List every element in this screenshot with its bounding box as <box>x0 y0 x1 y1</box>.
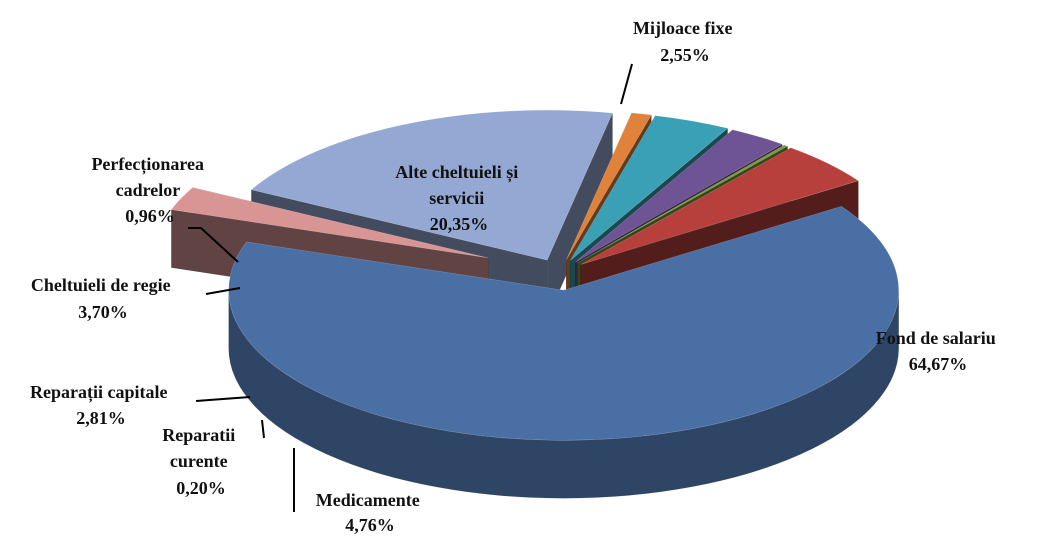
slice-mijloace-fixe-top <box>170 187 489 259</box>
label-mijloace: Mijloace fixe 2,55% <box>633 18 737 65</box>
label-medic: Medicamente 4,76% <box>316 490 424 535</box>
leader-perf <box>188 227 239 263</box>
label-capitale-name: Reparații capitale <box>30 382 167 403</box>
label-alte-name-2: servicii <box>429 188 484 208</box>
label-curente-name: Reparatii <box>162 425 235 445</box>
label-mijloace-value: 2,55% <box>660 45 710 65</box>
label-medic-value: 4,76% <box>345 515 395 535</box>
slice-medicamente-top <box>580 147 860 265</box>
slice-repara-ii-capitale-top <box>575 129 783 263</box>
slice-cheltuieli-de-regie-top <box>569 115 729 261</box>
slice-fond-de-salariu-top <box>228 206 899 441</box>
label-medic-name: Medicamente <box>316 490 420 510</box>
label-fond-value: 64,67% <box>909 354 968 374</box>
label-alte: Alte cheltuieli și servicii 20,35% <box>395 162 522 234</box>
label-alte-name: Alte cheltuieli și <box>395 162 518 183</box>
label-perf-value: 0,96% <box>125 206 175 226</box>
label-alte-value: 20,35% <box>430 214 489 234</box>
label-curente-value: 0,20% <box>176 478 226 498</box>
leader-curente <box>261 419 265 439</box>
slice-alte-cheltuieli-i-servicii-top <box>250 109 613 261</box>
label-curente: Reparatii curente 0,20% <box>162 425 239 498</box>
leader-mijloace <box>620 63 633 105</box>
label-curente-name-2: curente <box>170 451 228 471</box>
leader-regie <box>205 287 241 295</box>
label-mijloace-name: Mijloace fixe <box>633 18 732 38</box>
label-capitale: Reparații capitale 2,81% <box>30 382 172 428</box>
label-fond: Fond de salariu 64,67% <box>876 328 1001 374</box>
label-fond-name: Fond de salariu <box>876 328 996 348</box>
label-regie: Cheltuieli de regie 3,70% <box>31 275 175 322</box>
label-capitale-value: 2,81% <box>76 408 126 428</box>
leader-capitale <box>195 396 251 402</box>
label-regie-name: Cheltuieli de regie <box>31 275 171 295</box>
label-perf-name-2: cadrelor <box>116 180 181 200</box>
label-perf: Perfecționarea cadrelor 0,96% <box>91 154 208 226</box>
label-perf-name: Perfecționarea <box>91 154 204 175</box>
slice-perfec-ionarea-cadrelor-top <box>566 112 652 261</box>
label-regie-value: 3,70% <box>78 302 128 322</box>
pie-slices <box>170 109 899 499</box>
slice-reparatii-curente-top <box>577 144 789 264</box>
